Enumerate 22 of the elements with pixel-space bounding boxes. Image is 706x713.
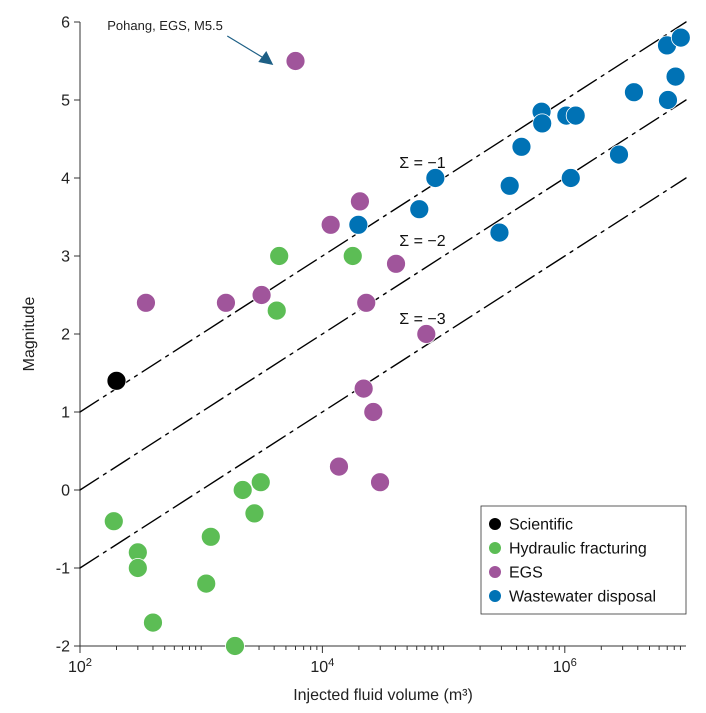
x-axis-title: Injected fluid volume (m³) — [293, 687, 473, 704]
y-tick-label: 2 — [61, 326, 70, 344]
series-label: Σ = −2 — [399, 233, 446, 250]
x-tick-label: 10$^{2}$ — [68, 657, 92, 676]
y-tick-label: 4 — [61, 170, 70, 188]
y-tick-label: 0 — [61, 482, 70, 500]
annotation: Pohang, EGS, M5.5 — [107, 18, 223, 33]
legend-label: Hydraulic fracturing — [509, 540, 647, 558]
legend-label: Scientific — [509, 516, 574, 534]
x-tick-label: 10$^{6}$ — [552, 657, 577, 676]
legend-label: Wastewater disposal — [509, 588, 656, 606]
legend-label: EGS — [509, 564, 543, 582]
x-tick-label: 10$^{4}$ — [310, 657, 334, 676]
series-label: Σ = −3 — [399, 311, 446, 328]
y-axis-title: Magnitude — [21, 296, 38, 372]
y-tick-label: 5 — [61, 92, 70, 110]
y-tick-label: 1 — [61, 404, 70, 422]
series-label: Σ = −1 — [399, 155, 446, 172]
y-tick-label: 3 — [61, 248, 70, 266]
y-tick-label: -1 — [56, 560, 70, 578]
y-tick-label: 6 — [61, 14, 70, 32]
y-tick-label: -2 — [56, 638, 70, 656]
